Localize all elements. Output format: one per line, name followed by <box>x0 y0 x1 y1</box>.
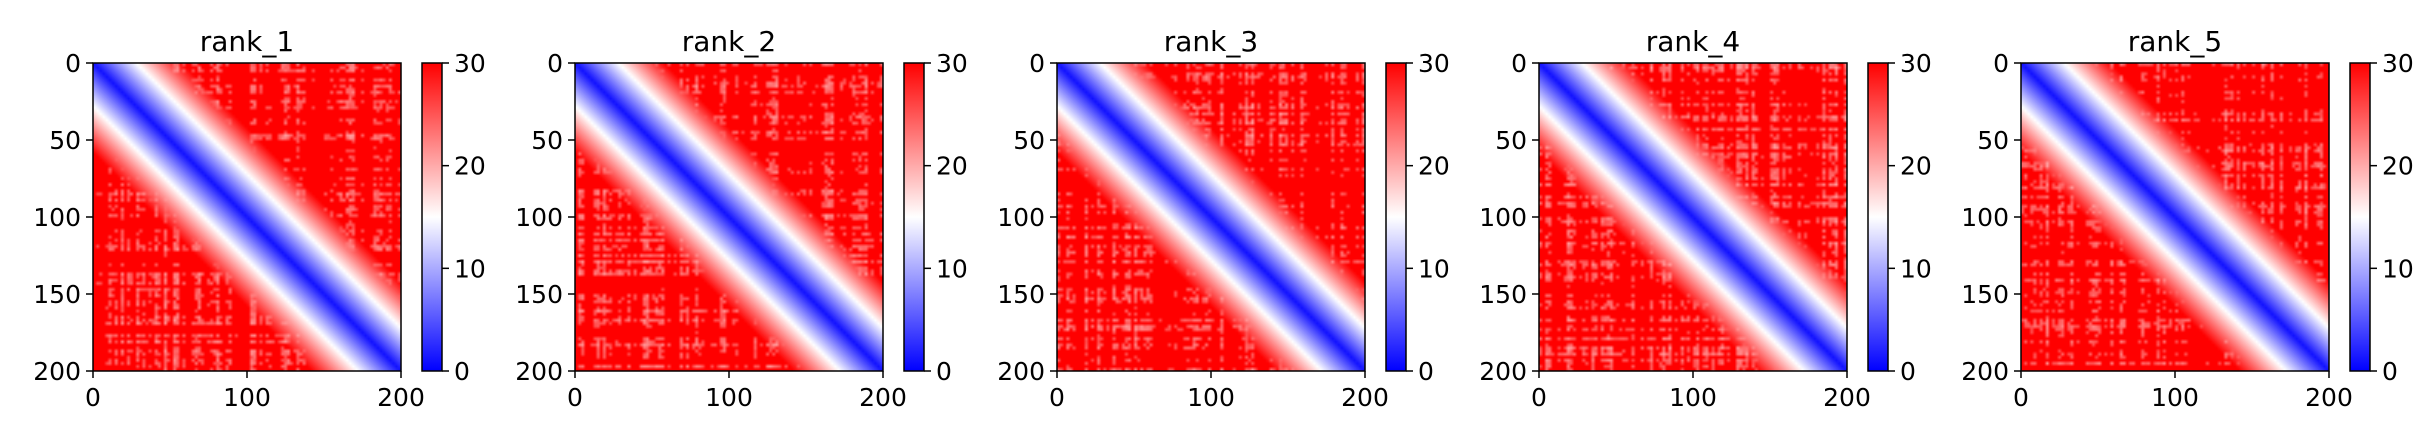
panel-title: rank_3 <box>1164 25 1258 58</box>
colorbar-tick-label: 20 <box>1418 152 1450 181</box>
y-tick-label: 200 <box>1479 357 1527 386</box>
y-tick-label: 200 <box>515 357 563 386</box>
y-tick-label: 50 <box>1495 126 1527 155</box>
colorbar-tick-label: 10 <box>2382 254 2414 283</box>
x-tick-label: 100 <box>1669 383 1717 412</box>
y-tick-label: 150 <box>33 280 81 309</box>
colorbar-tick-label: 30 <box>1900 49 1932 78</box>
y-tick-label: 0 <box>1029 49 1045 78</box>
y-tick-label: 50 <box>1013 126 1045 155</box>
y-tick-label: 50 <box>49 126 81 155</box>
colorbar-tick-label: 10 <box>454 254 486 283</box>
x-tick-label: 100 <box>2151 383 2199 412</box>
panel-title: rank_2 <box>682 25 776 58</box>
colorbar-tick-label: 30 <box>1418 49 1450 78</box>
y-tick-label: 100 <box>515 203 563 232</box>
colorbar <box>2349 62 2371 372</box>
colorbar-tick-label: 20 <box>1900 152 1932 181</box>
x-tick-label: 0 <box>2013 383 2029 412</box>
y-tick-label: 150 <box>1479 280 1527 309</box>
y-tick-label: 150 <box>1961 280 2009 309</box>
x-tick-label: 200 <box>1341 383 1389 412</box>
heatmap-image <box>575 63 883 371</box>
x-tick-label: 100 <box>1187 383 1235 412</box>
y-tick-label: 200 <box>33 357 81 386</box>
y-tick-label: 0 <box>1993 49 2009 78</box>
y-tick-label: 150 <box>515 280 563 309</box>
y-tick-label: 100 <box>1961 203 2009 232</box>
colorbar-tick-label: 10 <box>1900 254 1932 283</box>
colorbar-tick-label: 20 <box>454 152 486 181</box>
colorbar <box>1385 62 1407 372</box>
heatmap-image <box>93 63 401 371</box>
x-tick-label: 200 <box>1823 383 1871 412</box>
colorbar-tick-label: 30 <box>936 49 968 78</box>
x-tick-label: 0 <box>85 383 101 412</box>
colorbar-tick-label: 0 <box>1418 357 1434 386</box>
colorbar-tick-label: 0 <box>2382 357 2398 386</box>
y-tick-label: 150 <box>997 280 1045 309</box>
y-tick-label: 200 <box>997 357 1045 386</box>
colorbar-tick-label: 0 <box>936 357 952 386</box>
y-tick-label: 100 <box>33 203 81 232</box>
y-tick-label: 200 <box>1961 357 2009 386</box>
x-tick-label: 100 <box>705 383 753 412</box>
x-tick-label: 100 <box>223 383 271 412</box>
x-tick-label: 200 <box>377 383 425 412</box>
x-tick-label: 0 <box>1049 383 1065 412</box>
colorbar-tick-label: 30 <box>454 49 486 78</box>
y-tick-label: 0 <box>547 49 563 78</box>
panel-title: rank_4 <box>1646 25 1740 58</box>
panel-title: rank_1 <box>200 25 294 58</box>
x-tick-label: 200 <box>859 383 907 412</box>
colorbar-tick-label: 0 <box>454 357 470 386</box>
colorbar <box>421 62 443 372</box>
colorbar-tick-label: 30 <box>2382 49 2414 78</box>
y-tick-label: 50 <box>1977 126 2009 155</box>
x-tick-label: 0 <box>1531 383 1547 412</box>
colorbar-tick-label: 10 <box>936 254 968 283</box>
heatmap-image <box>1057 63 1365 371</box>
y-tick-label: 50 <box>531 126 563 155</box>
y-tick-label: 100 <box>1479 203 1527 232</box>
colorbar-tick-label: 20 <box>2382 152 2414 181</box>
colorbar-tick-label: 20 <box>936 152 968 181</box>
colorbar <box>1867 62 1889 372</box>
panel-title: rank_5 <box>2128 25 2222 58</box>
y-tick-label: 100 <box>997 203 1045 232</box>
x-tick-label: 200 <box>2305 383 2353 412</box>
heatmap-image <box>1539 63 1847 371</box>
y-tick-label: 0 <box>1511 49 1527 78</box>
heatmap-image <box>2021 63 2329 371</box>
colorbar <box>903 62 925 372</box>
y-tick-label: 0 <box>65 49 81 78</box>
colorbar-tick-label: 10 <box>1418 254 1450 283</box>
x-tick-label: 0 <box>567 383 583 412</box>
colorbar-tick-label: 0 <box>1900 357 1916 386</box>
